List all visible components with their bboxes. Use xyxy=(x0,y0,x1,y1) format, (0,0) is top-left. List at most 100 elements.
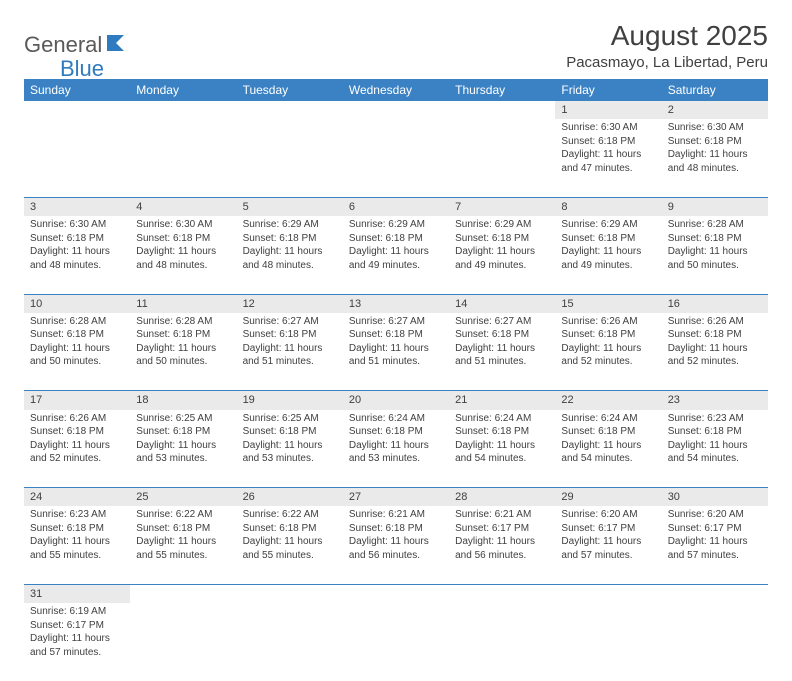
day-number: 16 xyxy=(662,295,768,313)
day-info: Sunrise: 6:21 AMSunset: 6:18 PMDaylight:… xyxy=(343,506,449,566)
day-cell xyxy=(555,603,661,681)
day-cell: Sunrise: 6:30 AMSunset: 6:18 PMDaylight:… xyxy=(662,119,768,197)
day-number-cell: 29 xyxy=(555,488,661,507)
week-row: Sunrise: 6:30 AMSunset: 6:18 PMDaylight:… xyxy=(24,216,768,294)
day-cell: Sunrise: 6:29 AMSunset: 6:18 PMDaylight:… xyxy=(449,216,555,294)
page-title: August 2025 xyxy=(566,20,768,52)
day-number-cell xyxy=(343,584,449,603)
day-number: 30 xyxy=(662,488,768,506)
daynum-row: 24252627282930 xyxy=(24,488,768,507)
day-number-cell: 11 xyxy=(130,294,236,313)
day-info: Sunrise: 6:25 AMSunset: 6:18 PMDaylight:… xyxy=(237,410,343,470)
day-cell xyxy=(24,119,130,197)
day-number-cell: 5 xyxy=(237,197,343,216)
day-number: 11 xyxy=(130,295,236,313)
location-text: Pacasmayo, La Libertad, Peru xyxy=(566,54,768,71)
day-number: 3 xyxy=(24,198,130,216)
day-cell: Sunrise: 6:23 AMSunset: 6:18 PMDaylight:… xyxy=(24,506,130,584)
week-row: Sunrise: 6:19 AMSunset: 6:17 PMDaylight:… xyxy=(24,603,768,681)
day-number: 1 xyxy=(555,101,661,119)
day-cell: Sunrise: 6:23 AMSunset: 6:18 PMDaylight:… xyxy=(662,410,768,488)
day-number-cell: 1 xyxy=(555,101,661,119)
day-number-cell xyxy=(555,584,661,603)
day-cell xyxy=(130,119,236,197)
day-info: Sunrise: 6:30 AMSunset: 6:18 PMDaylight:… xyxy=(555,119,661,179)
day-cell: Sunrise: 6:24 AMSunset: 6:18 PMDaylight:… xyxy=(555,410,661,488)
day-cell: Sunrise: 6:22 AMSunset: 6:18 PMDaylight:… xyxy=(237,506,343,584)
week-row: Sunrise: 6:28 AMSunset: 6:18 PMDaylight:… xyxy=(24,313,768,391)
day-number: 25 xyxy=(130,488,236,506)
day-cell xyxy=(449,119,555,197)
day-cell: Sunrise: 6:25 AMSunset: 6:18 PMDaylight:… xyxy=(237,410,343,488)
day-number: 13 xyxy=(343,295,449,313)
day-cell: Sunrise: 6:30 AMSunset: 6:18 PMDaylight:… xyxy=(130,216,236,294)
day-number-cell: 30 xyxy=(662,488,768,507)
day-info: Sunrise: 6:26 AMSunset: 6:18 PMDaylight:… xyxy=(555,313,661,373)
day-number-cell: 9 xyxy=(662,197,768,216)
day-number: 15 xyxy=(555,295,661,313)
day-info: Sunrise: 6:29 AMSunset: 6:18 PMDaylight:… xyxy=(237,216,343,276)
day-number: 18 xyxy=(130,391,236,409)
daynum-row: 12 xyxy=(24,101,768,119)
day-number-cell: 8 xyxy=(555,197,661,216)
day-cell: Sunrise: 6:27 AMSunset: 6:18 PMDaylight:… xyxy=(237,313,343,391)
day-number-cell xyxy=(130,101,236,119)
day-number-cell: 6 xyxy=(343,197,449,216)
day-cell xyxy=(343,603,449,681)
day-cell xyxy=(662,603,768,681)
weekday-header: Monday xyxy=(130,79,236,101)
weekday-header: Friday xyxy=(555,79,661,101)
day-cell: Sunrise: 6:20 AMSunset: 6:17 PMDaylight:… xyxy=(662,506,768,584)
day-number-cell: 7 xyxy=(449,197,555,216)
day-info: Sunrise: 6:29 AMSunset: 6:18 PMDaylight:… xyxy=(449,216,555,276)
day-cell: Sunrise: 6:29 AMSunset: 6:18 PMDaylight:… xyxy=(237,216,343,294)
day-cell: Sunrise: 6:28 AMSunset: 6:18 PMDaylight:… xyxy=(24,313,130,391)
day-info: Sunrise: 6:23 AMSunset: 6:18 PMDaylight:… xyxy=(24,506,130,566)
day-number-cell: 24 xyxy=(24,488,130,507)
day-number-cell: 13 xyxy=(343,294,449,313)
weekday-header: Saturday xyxy=(662,79,768,101)
day-cell: Sunrise: 6:26 AMSunset: 6:18 PMDaylight:… xyxy=(662,313,768,391)
day-cell: Sunrise: 6:21 AMSunset: 6:17 PMDaylight:… xyxy=(449,506,555,584)
day-cell: Sunrise: 6:30 AMSunset: 6:18 PMDaylight:… xyxy=(24,216,130,294)
day-info: Sunrise: 6:26 AMSunset: 6:18 PMDaylight:… xyxy=(24,410,130,470)
day-info: Sunrise: 6:27 AMSunset: 6:18 PMDaylight:… xyxy=(343,313,449,373)
day-info: Sunrise: 6:27 AMSunset: 6:18 PMDaylight:… xyxy=(237,313,343,373)
day-number: 28 xyxy=(449,488,555,506)
day-cell: Sunrise: 6:26 AMSunset: 6:18 PMDaylight:… xyxy=(24,410,130,488)
day-number: 8 xyxy=(555,198,661,216)
day-cell: Sunrise: 6:27 AMSunset: 6:18 PMDaylight:… xyxy=(449,313,555,391)
day-cell: Sunrise: 6:21 AMSunset: 6:18 PMDaylight:… xyxy=(343,506,449,584)
day-number-cell: 16 xyxy=(662,294,768,313)
day-info: Sunrise: 6:28 AMSunset: 6:18 PMDaylight:… xyxy=(662,216,768,276)
day-cell: Sunrise: 6:24 AMSunset: 6:18 PMDaylight:… xyxy=(343,410,449,488)
day-number-cell: 10 xyxy=(24,294,130,313)
day-info: Sunrise: 6:19 AMSunset: 6:17 PMDaylight:… xyxy=(24,603,130,663)
day-number-cell: 20 xyxy=(343,391,449,410)
day-number-cell: 18 xyxy=(130,391,236,410)
day-cell xyxy=(237,119,343,197)
day-cell: Sunrise: 6:29 AMSunset: 6:18 PMDaylight:… xyxy=(555,216,661,294)
day-number-cell: 21 xyxy=(449,391,555,410)
day-info: Sunrise: 6:24 AMSunset: 6:18 PMDaylight:… xyxy=(555,410,661,470)
day-number-cell xyxy=(24,101,130,119)
day-info: Sunrise: 6:27 AMSunset: 6:18 PMDaylight:… xyxy=(449,313,555,373)
day-cell xyxy=(449,603,555,681)
weekday-header: Thursday xyxy=(449,79,555,101)
day-number-cell: 15 xyxy=(555,294,661,313)
day-cell xyxy=(343,119,449,197)
day-number: 2 xyxy=(662,101,768,119)
day-number: 10 xyxy=(24,295,130,313)
day-cell: Sunrise: 6:28 AMSunset: 6:18 PMDaylight:… xyxy=(130,313,236,391)
day-info: Sunrise: 6:20 AMSunset: 6:17 PMDaylight:… xyxy=(555,506,661,566)
day-number: 23 xyxy=(662,391,768,409)
day-number-cell: 31 xyxy=(24,584,130,603)
calendar-table: Sunday Monday Tuesday Wednesday Thursday… xyxy=(24,79,768,681)
day-info: Sunrise: 6:22 AMSunset: 6:18 PMDaylight:… xyxy=(237,506,343,566)
week-row: Sunrise: 6:26 AMSunset: 6:18 PMDaylight:… xyxy=(24,410,768,488)
day-cell xyxy=(237,603,343,681)
day-number: 12 xyxy=(237,295,343,313)
day-number-cell xyxy=(237,584,343,603)
day-number-cell: 28 xyxy=(449,488,555,507)
day-info: Sunrise: 6:29 AMSunset: 6:18 PMDaylight:… xyxy=(343,216,449,276)
